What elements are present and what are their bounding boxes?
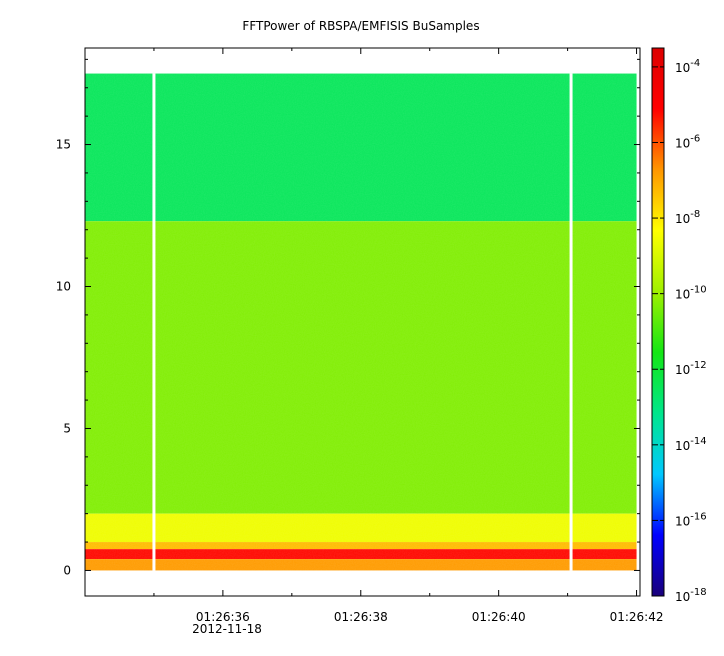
x-tick-label: 01:26:42 [610,610,664,624]
colorbar-tick-label: 10-6 [675,133,700,150]
x-tick-label: 01:26:40 [472,610,526,624]
colorbar-tick-label: 10-8 [675,209,700,226]
x-axis-date-label: 2012-11-18 [192,622,262,636]
x-tick-label: 01:26:36 [196,610,250,624]
colorbar-tick-label: 10-16 [675,511,707,528]
plot-frame [84,47,641,597]
colorbar-tick-label: 10-12 [675,360,707,377]
colorbar-tick-label: 10-14 [675,436,707,453]
heatmap-texture [85,73,637,571]
data-gap [152,73,156,571]
chart-title: FFTPower of RBSPA/EMFISIS BuSamples [242,19,479,33]
x-axis: 01:26:36 01:26:38 01:26:40 01:26:42 [153,48,664,624]
colorbar: 10-4 10-6 10-8 10-10 10-12 10-14 10-16 10-18 [651,47,707,604]
heatmap-layer [85,73,637,571]
colorbar-gradient [651,47,665,597]
data-gap-layer [152,73,573,571]
colorbar-tick-label: 10-18 [675,587,707,604]
y-tick-label: 5 [63,421,71,435]
colorbar-tick-label: 10-10 [675,285,707,302]
y-axis: 0 5 10 15 [56,58,640,577]
y-tick-label: 15 [56,138,71,152]
colorbar-tick-label: 10-4 [675,58,700,75]
y-tick-label: 0 [63,563,71,577]
colorbar-ticks: 10-4 10-6 10-8 10-10 10-12 10-14 10-16 10-18 [652,58,707,604]
x-tick-label: 01:26:38 [334,610,388,624]
data-gap [569,73,573,571]
y-tick-label: 10 [56,280,71,294]
